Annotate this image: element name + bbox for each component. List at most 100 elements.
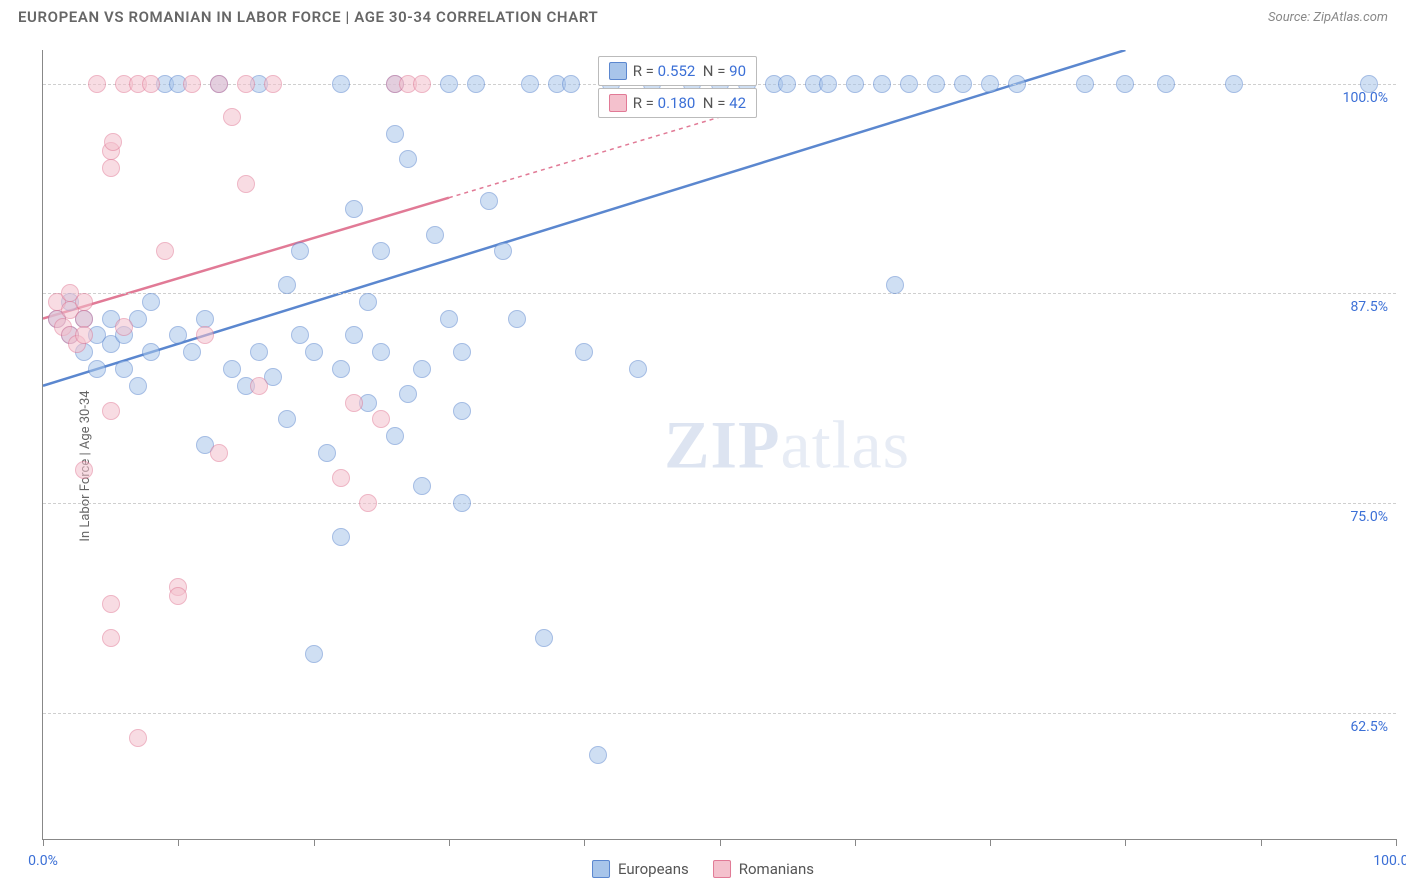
x-tick-label: 0.0% [28, 853, 58, 869]
data-point [129, 377, 147, 395]
x-tick [314, 839, 315, 846]
data-point [440, 75, 458, 93]
data-point [223, 360, 241, 378]
stat-legend-text: R = 0.180 N = 42 [633, 94, 746, 112]
x-tick [178, 839, 179, 846]
data-point [386, 125, 404, 143]
data-point [372, 242, 390, 260]
data-point [562, 75, 580, 93]
gridline [43, 293, 1396, 294]
data-point [102, 402, 120, 420]
trend-lines [43, 50, 1396, 839]
data-point [589, 746, 607, 764]
data-point [629, 360, 647, 378]
x-tick [43, 839, 44, 846]
data-point [250, 343, 268, 361]
data-point [142, 293, 160, 311]
data-point [508, 310, 526, 328]
data-point [778, 75, 796, 93]
data-point [399, 150, 417, 168]
legend-label: Europeans [618, 860, 689, 878]
x-tick [855, 839, 856, 846]
data-point [278, 276, 296, 294]
gridline [43, 713, 1396, 714]
x-tick [1261, 839, 1262, 846]
data-point [927, 75, 945, 93]
legend-label: Romanians [739, 860, 814, 878]
data-point [453, 494, 471, 512]
data-point [453, 402, 471, 420]
legend-swatch [609, 62, 627, 80]
data-point [372, 343, 390, 361]
data-point [521, 75, 539, 93]
data-point [210, 75, 228, 93]
data-point [467, 75, 485, 93]
data-point [291, 242, 309, 260]
data-point [886, 276, 904, 294]
data-point [278, 410, 296, 428]
data-point [210, 444, 228, 462]
legend-item: Romanians [713, 860, 814, 878]
stat-legend-text: R = 0.552 N = 90 [633, 62, 746, 80]
data-point [75, 310, 93, 328]
data-point [129, 729, 147, 747]
x-tick [990, 839, 991, 846]
stat-legend-row: R = 0.180 N = 42 [598, 88, 757, 118]
watermark: ZIPatlas [664, 405, 910, 484]
data-point [453, 343, 471, 361]
data-point [156, 242, 174, 260]
y-tick-label: 75.0% [1350, 509, 1388, 525]
data-point [900, 75, 918, 93]
data-point [819, 75, 837, 93]
data-point [426, 226, 444, 244]
gridline [43, 503, 1396, 504]
data-point [75, 293, 93, 311]
data-point [102, 595, 120, 613]
data-point [1360, 75, 1378, 93]
data-point [345, 394, 363, 412]
data-point [1116, 75, 1134, 93]
x-tick [1125, 839, 1126, 846]
data-point [183, 75, 201, 93]
data-point [1225, 75, 1243, 93]
data-point [981, 75, 999, 93]
x-tick [584, 839, 585, 846]
data-point [75, 326, 93, 344]
data-point [237, 75, 255, 93]
data-point [873, 75, 891, 93]
data-point [359, 494, 377, 512]
chart-container: In Labor Force | Age 30-34 ZIPatlas 62.5… [0, 40, 1406, 892]
stat-legend-row: R = 0.552 N = 90 [598, 56, 757, 86]
data-point [846, 75, 864, 93]
data-point [237, 175, 255, 193]
data-point [196, 326, 214, 344]
data-point [345, 200, 363, 218]
data-point [440, 310, 458, 328]
data-point [372, 410, 390, 428]
data-point [305, 645, 323, 663]
y-tick-label: 62.5% [1350, 719, 1388, 735]
data-point [169, 326, 187, 344]
source-label: Source: ZipAtlas.com [1268, 10, 1388, 25]
data-point [223, 108, 241, 126]
data-point [169, 587, 187, 605]
legend-swatch [713, 860, 731, 878]
data-point [142, 343, 160, 361]
data-point [494, 242, 512, 260]
bottom-legend: Europeans Romanians [592, 860, 814, 878]
trend-line [43, 198, 449, 319]
data-point [142, 75, 160, 93]
data-point [359, 293, 377, 311]
data-point [413, 477, 431, 495]
x-tick [449, 839, 450, 846]
data-point [183, 343, 201, 361]
chart-title: EUROPEAN VS ROMANIAN IN LABOR FORCE | AG… [18, 8, 598, 26]
data-point [413, 360, 431, 378]
data-point [386, 427, 404, 445]
data-point [413, 75, 431, 93]
data-point [535, 629, 553, 647]
data-point [345, 326, 363, 344]
trend-line-dashed [449, 117, 720, 198]
data-point [954, 75, 972, 93]
x-tick [1396, 839, 1397, 846]
